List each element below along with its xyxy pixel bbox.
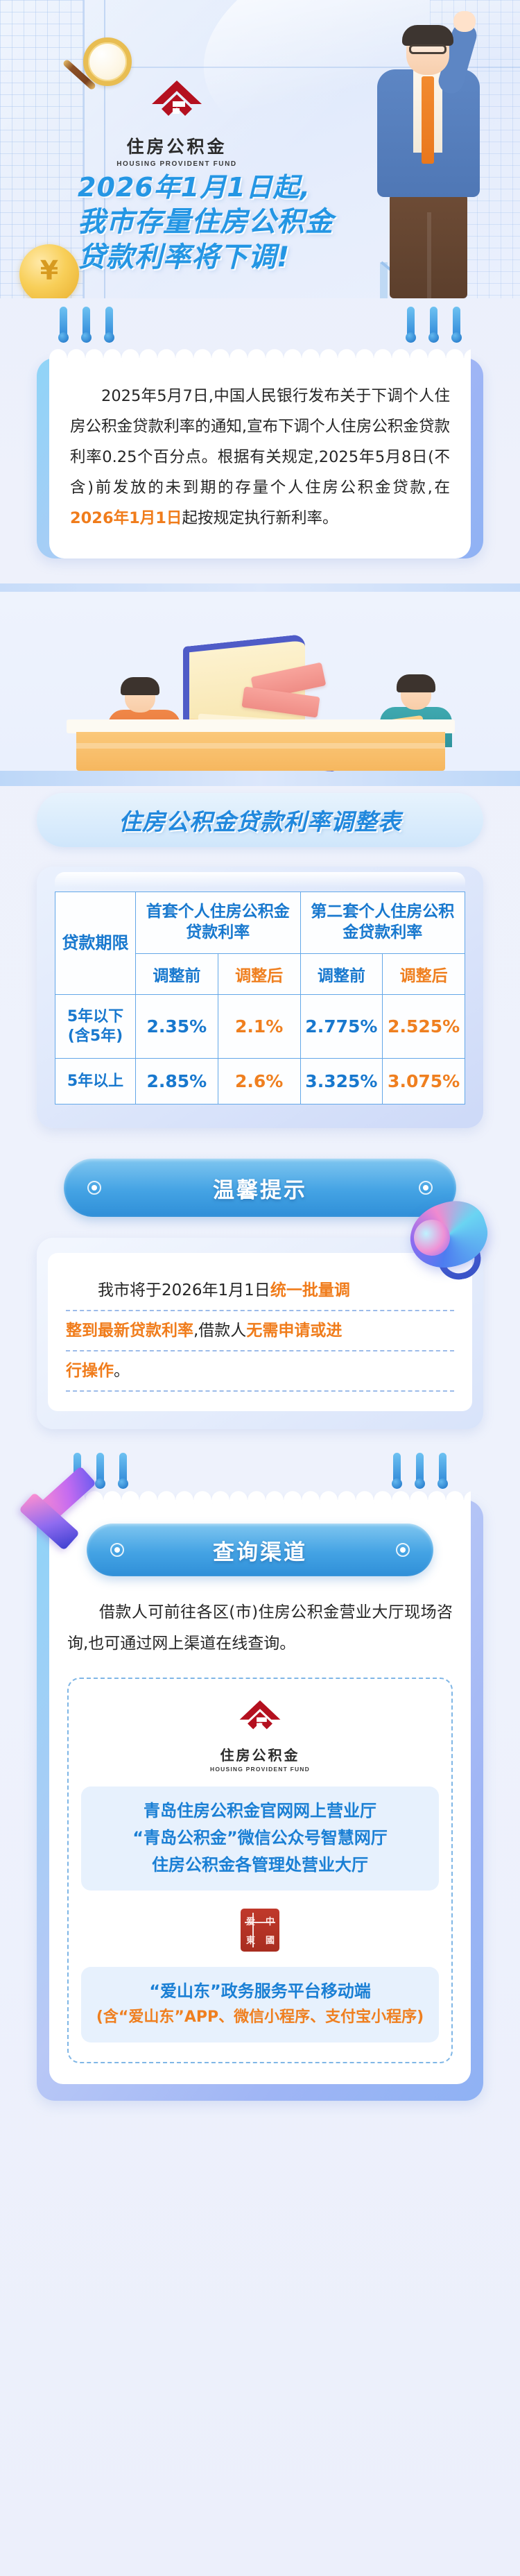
tips-line-3-plain: 。 xyxy=(114,1362,130,1381)
tips-white-panel: 我市将于2026年1月1日统一批量调 整到最新贷款利率,借款人无需申请或进 行操… xyxy=(48,1253,472,1412)
table-row: 5年以下(含5年) 2.35% 2.1% 2.775% 2.525% xyxy=(55,994,465,1059)
intro-highlight-date: 2026年1月1日 xyxy=(70,509,182,527)
table-cell-second-after: 2.525% xyxy=(382,994,465,1059)
table-heading-pill: 住房公积金贷款利率调整表 xyxy=(37,793,483,848)
intro-paragraph: 2025年5月7日,中国人民银行发布关于下调个人住房公积金贷款利率的通知,宣布下… xyxy=(49,358,471,558)
coin-yuan-symbol: ¥ xyxy=(40,255,59,286)
intro-text-part2: 起按规定执行新利率。 xyxy=(182,509,338,527)
tips-banner: 温馨提示 xyxy=(64,1159,456,1218)
table-cell-first-before: 2.35% xyxy=(135,994,218,1059)
table-sub-header-4: 调整后 xyxy=(382,953,465,996)
online-channel-item[interactable]: 住房公积金各管理处营业大厅 xyxy=(152,1854,368,1875)
mobile-channel-title[interactable]: “爱山东”政务服务平台移动端 xyxy=(149,1981,371,2002)
online-channel-item[interactable]: 青岛住房公积金官网网上营业厅 xyxy=(144,1800,376,1820)
table-group-header-second: 第二套个人住房公积金贷款利率 xyxy=(300,892,465,955)
table-row: 5年以上 2.85% 2.6% 3.325% 3.075% xyxy=(55,1058,465,1105)
channels-logo-text-cn: 住房公积金 xyxy=(220,1746,300,1764)
channels-dashed-box: 住房公积金 HOUSING PROVIDENT FUND 青岛住房公积金官网网上… xyxy=(67,1677,453,2063)
online-channels-block[interactable]: 青岛住房公积金官网网上营业厅 “青岛公积金”微信公众号智慧网厅 住房公积金各管理… xyxy=(81,1786,439,1891)
channels-paragraph: 借款人可前往各区(市)住房公积金营业大厅现场咨询,也可通过网上渠道在线查询。 xyxy=(67,1603,453,1653)
header-horizontal-line xyxy=(104,67,520,68)
banner-dot-right-icon xyxy=(419,1181,433,1195)
intro-section: 2025年5月7日,中国人民银行发布关于下调个人住房公积金贷款利率的通知,宣布下… xyxy=(0,298,520,559)
table-cell-first-before: 2.85% xyxy=(135,1058,218,1105)
magnifier-icon xyxy=(50,33,133,117)
tips-banner-text: 温馨提示 xyxy=(213,1177,307,1203)
banner-dot-left-icon-2 xyxy=(110,1543,124,1558)
header-title: 2026年1月1日起, 我市存量住房公积金 贷款利率将下调! xyxy=(78,171,438,275)
rate-adjustment-table: 贷款期限 首套个人住房公积金贷款利率 第二套个人住房公积金贷款利率 调整前 调整… xyxy=(55,892,465,1105)
table-section: 住房公积金贷款利率调整表 贷款期限 首套个人住房公积金贷款利率 第二套个人住房公… xyxy=(0,786,520,1129)
title-line-3: 贷款利率将下调! xyxy=(78,241,291,273)
megaphone-icon xyxy=(399,1193,501,1290)
housing-fund-logo-icon xyxy=(146,76,207,129)
tips-line-1-plain: 我市将于2026年1月1日 xyxy=(98,1281,270,1300)
tips-line-2-highlight-b: 无需申请或进 xyxy=(246,1322,343,1340)
header-banner: 住房公积金 HOUSING PROVIDENT FUND 2026年1月1日起,… xyxy=(0,0,520,298)
pin-row-right-channels xyxy=(392,1453,448,1490)
channels-white-panel: 查询渠道 借款人可前往各区(市)住房公积金营业大厅现场咨询,也可通过网上渠道在线… xyxy=(49,1491,471,2084)
table-sub-header-1: 调整前 xyxy=(135,953,218,996)
intro-card: 2025年5月7日,中国人民银行发布关于下调个人住房公积金贷款利率的通知,宣布下… xyxy=(37,349,483,559)
tips-line-2-plain: ,借款人 xyxy=(193,1322,247,1340)
table-cell-term: 5年以下(含5年) xyxy=(55,994,136,1059)
table-sub-header-2: 调整后 xyxy=(217,953,301,996)
table-cell-second-before: 3.325% xyxy=(300,1058,383,1105)
rate-table-card: 贷款期限 首套个人住房公积金贷款利率 第二套个人住房公积金贷款利率 调整前 调整… xyxy=(37,867,483,1129)
tips-section: 温馨提示 我市将于2026年1月1日统一批量调 整到最新贷款利率,借款人无需申请… xyxy=(0,1128,520,1430)
pin-row-left-intro xyxy=(58,307,114,343)
mobile-channels-block[interactable]: “爱山东”政务服务平台移动端 (含“爱山东”APP、微信小程序、支付宝小程序) xyxy=(81,1967,439,2042)
table-group-header-first: 首套个人住房公积金贷款利率 xyxy=(135,892,301,955)
housing-fund-logo-icon-small xyxy=(235,1697,285,1740)
channels-section: 查询渠道 借款人可前往各区(市)住房公积金营业大厅现场咨询,也可通过网上渠道在线… xyxy=(0,1429,520,2101)
title-line-2: 我市存量住房公积金 xyxy=(78,205,333,238)
channels-logo-text-en: HOUSING PROVIDENT FUND xyxy=(210,1765,310,1773)
banner-dot-left-icon xyxy=(87,1181,101,1195)
logo-text-en: HOUSING PROVIDENT FUND xyxy=(116,160,237,168)
tips-line-3-highlight: 行操作 xyxy=(66,1362,114,1381)
table-sub-header-3: 调整前 xyxy=(300,953,383,996)
intro-white-panel: 2025年5月7日,中国人民银行发布关于下调个人住房公积金贷款利率的通知,宣布下… xyxy=(49,349,471,559)
table-cell-second-before: 2.775% xyxy=(300,994,383,1059)
counter-illustration xyxy=(0,583,520,787)
gold-coin-icon: ¥ xyxy=(19,244,79,298)
channels-banner: 查询渠道 xyxy=(87,1524,433,1577)
intro-text-part1: 2025年5月7日,中国人民银行发布关于下调个人住房公积金贷款利率的通知,宣布下… xyxy=(70,387,450,497)
scallop-edge-decor-2 xyxy=(49,1491,471,1510)
header-logo: 住房公积金 HOUSING PROVIDENT FUND xyxy=(104,76,250,168)
table-term-header: 贷款期限 xyxy=(55,892,136,996)
channels-outer-card: 查询渠道 借款人可前往各区(市)住房公积金营业大厅现场咨询,也可通过网上渠道在线… xyxy=(18,1466,483,2101)
tips-line-1-highlight: 统一批量调 xyxy=(270,1281,350,1300)
online-channel-item[interactable]: “青岛公积金”微信公众号智慧网厅 xyxy=(132,1827,388,1848)
header-vertical-line-1 xyxy=(83,0,85,298)
banner-dot-right-icon-2 xyxy=(396,1543,410,1558)
china-seal-icon: 爱 中 東 國 xyxy=(241,1909,279,1952)
table-cell-first-after: 2.6% xyxy=(217,1058,301,1105)
tips-line-3: 行操作。 xyxy=(66,1351,454,1392)
logo-text-cn: 住房公积金 xyxy=(126,137,227,157)
ribbon-icon xyxy=(17,1466,101,1554)
footer-spacer xyxy=(0,2101,520,2129)
scallop-edge-decor xyxy=(49,349,471,367)
title-line-1: 2026年1月1日起, xyxy=(78,172,311,203)
channels-banner-text: 查询渠道 xyxy=(213,1539,307,1565)
tips-line-2-highlight-a: 整到最新贷款利率 xyxy=(66,1322,193,1340)
table-cell-term: 5年以上 xyxy=(55,1058,136,1105)
tips-line-1: 我市将于2026年1月1日统一批量调 xyxy=(66,1271,454,1312)
pin-row-right-intro xyxy=(406,307,462,343)
tips-card: 我市将于2026年1月1日统一批量调 整到最新贷款利率,借款人无需申请或进 行操… xyxy=(37,1193,496,1430)
tips-line-2: 整到最新贷款利率,借款人无需申请或进 xyxy=(66,1311,454,1352)
table-cell-first-after: 2.1% xyxy=(217,994,301,1059)
table-heading-text: 住房公积金贷款利率调整表 xyxy=(119,808,401,836)
table-cell-second-after: 3.075% xyxy=(382,1058,465,1105)
mobile-channel-subtitle[interactable]: (含“爱山东”APP、微信小程序、支付宝小程序) xyxy=(96,2008,424,2027)
header-vertical-line-2 xyxy=(104,0,105,298)
businessman-illustration xyxy=(362,11,494,298)
